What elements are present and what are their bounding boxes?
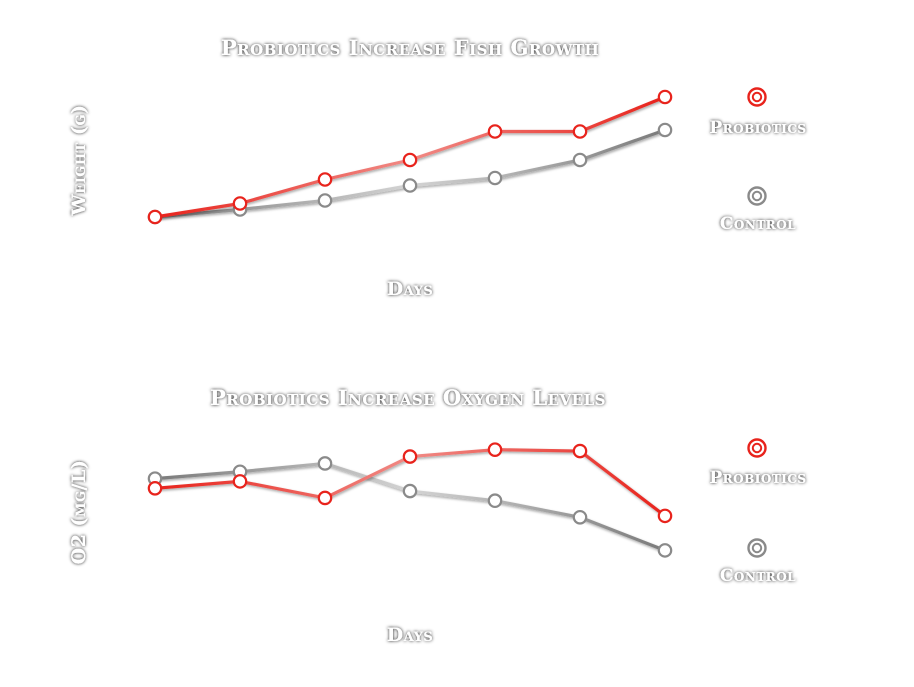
chart1-series-probiotics-point-6 (572, 124, 588, 139)
chart2-series-probiotics-point-1 (147, 480, 163, 496)
chart1-series-probiotics-point-1 (147, 209, 163, 225)
chart2-series-probiotics-point-6 (572, 443, 588, 459)
chart2-x-axis-label: Days (387, 624, 434, 646)
chart2-series-probiotics-point-2 (232, 474, 248, 489)
chart1-legend-control-swatch (712, 186, 805, 206)
chart1-series-control-point-4 (402, 178, 418, 193)
chart1-title: Probiotics Increase Fish Growth (221, 35, 599, 60)
chart1-legend-probiotics-label: Probiotics (709, 118, 806, 138)
chart1-legend-control-label: Control (720, 214, 796, 234)
chart2-series-control-point-3 (317, 456, 333, 471)
chart2-title: Probiotics Increase Oxygen Levels (210, 385, 606, 410)
chart2-series-probiotics-point-7 (657, 508, 673, 524)
chart1-series-control-point-5 (487, 170, 503, 186)
chart1-series-control-point-7 (657, 122, 673, 138)
chart1-series-probiotics-point-4 (402, 152, 418, 168)
chart2-series-control-point-7 (657, 543, 673, 558)
chart2-series-probiotics-point-5 (487, 442, 503, 457)
chart1-series-probiotics-point-3 (317, 172, 333, 187)
chart1-series-control-point-6 (572, 152, 588, 168)
chart2-legend-control-swatch (712, 538, 805, 558)
chart2-legend-control-label: Control (720, 566, 796, 586)
chart2-series-control-point-4 (402, 483, 418, 499)
chart1-series-control-point-3 (317, 193, 333, 208)
chart2-series-probiotics-point-4 (402, 449, 418, 464)
chart2-series-probiotics-point-3 (317, 490, 333, 506)
chart-marks (147, 87, 805, 558)
chart2-series-control-point-6 (572, 509, 588, 525)
chart1-series-probiotics-point-5 (487, 124, 503, 139)
chart1-series-probiotics-point-7 (657, 89, 673, 105)
chart2-series-control-line (153, 461, 667, 553)
chart2-y-axis-label: O2 (mg/L) (68, 460, 90, 565)
chart1-legend-probiotics-swatch (712, 87, 805, 107)
chart2-series-control-point-5 (487, 493, 503, 509)
chart1-y-axis-label: Weight (g) (68, 104, 90, 216)
chart2-legend-probiotics-swatch (712, 438, 805, 458)
chart1-series-probiotics-point-2 (232, 196, 248, 211)
chart1-x-axis-label: Days (387, 278, 434, 300)
chart2-legend-probiotics-label: Probiotics (709, 468, 806, 488)
